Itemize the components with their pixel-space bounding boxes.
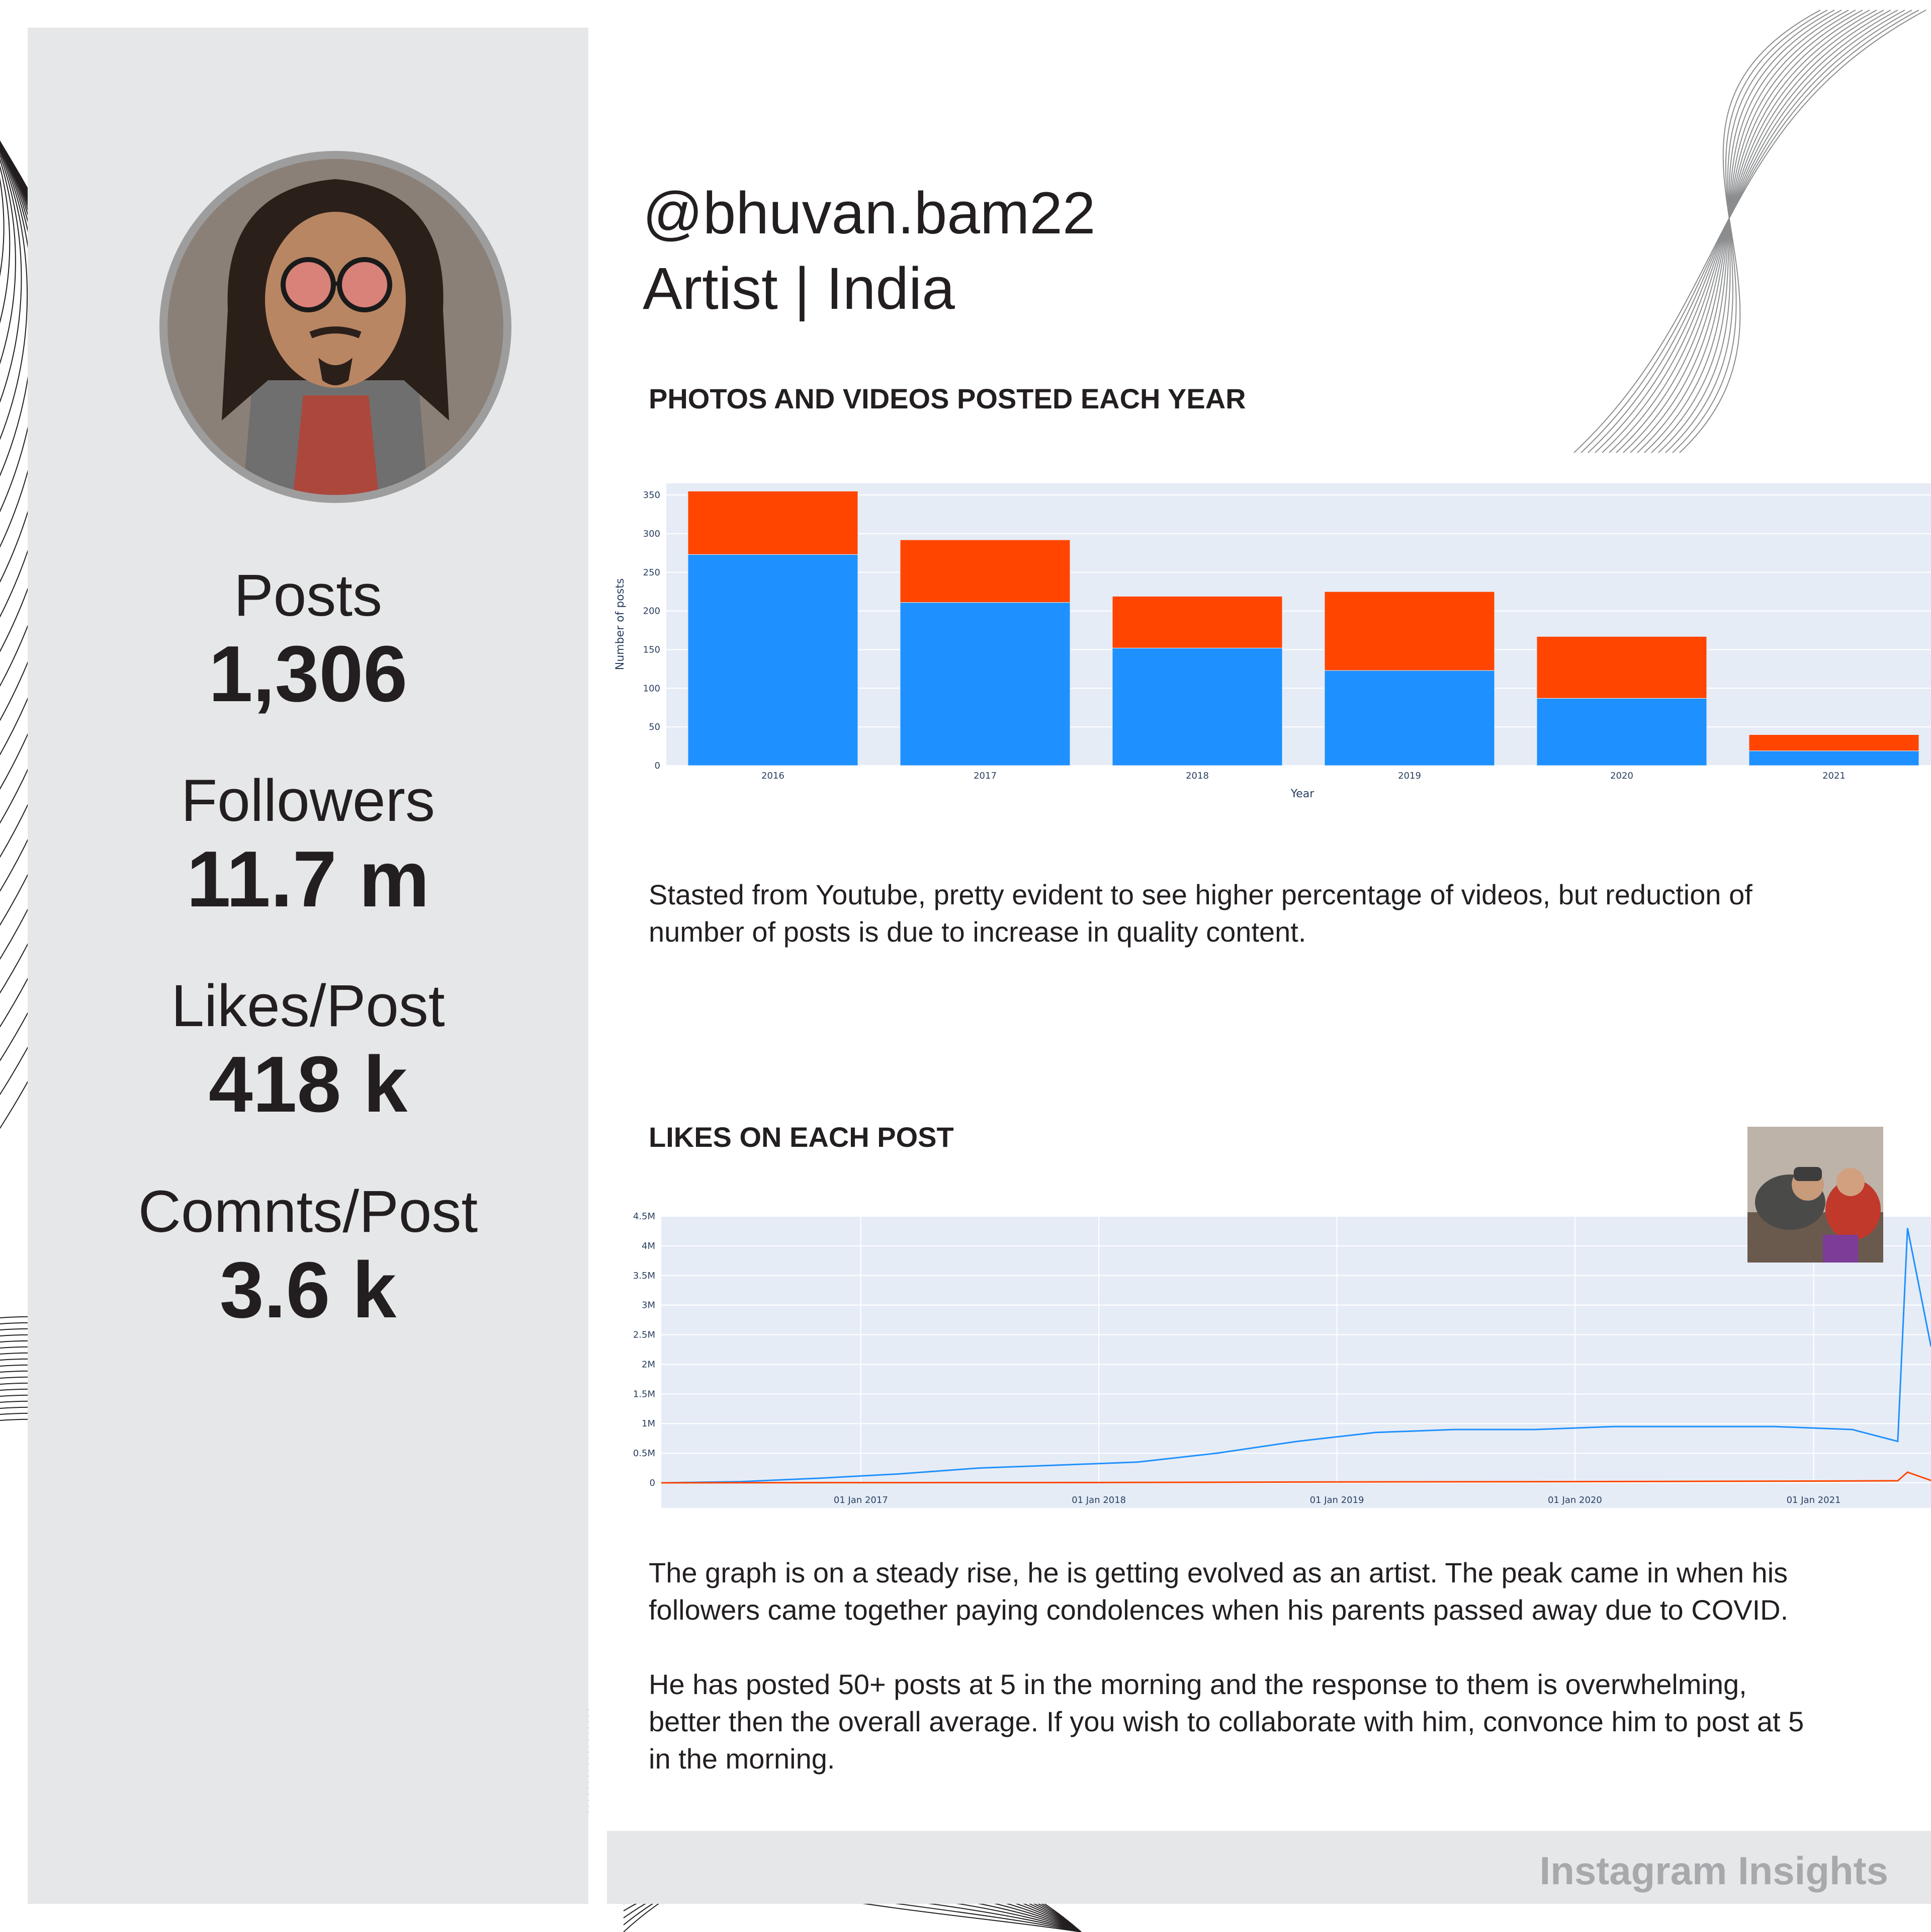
bar-segment [1324,591,1495,671]
x-tick-label: 01 Jan 2021 [1787,1495,1841,1505]
footer-bar: Instagram Insights [607,1831,1931,1904]
likes-chart-title: LIKES ON EACH POST [649,1121,954,1153]
profile-sidebar: Posts 1,306 Followers 11.7 m Likes/Post … [28,28,588,1904]
comments-line [661,1471,1931,1484]
y-tick-label: 350 [643,490,660,500]
y-tick-label: 0 [650,1478,655,1488]
bar-segment [687,554,858,766]
decor-curve [0,153,22,403]
decor-curve [1665,10,1835,453]
profile-handle: @bhuvan.bam22 [643,180,1096,246]
bar-segment [1324,670,1495,766]
y-tick-label: 250 [643,567,660,578]
y-tick-label: 1M [642,1418,655,1429]
photo-thumbnail [1747,1127,1883,1263]
stat-value: 11.7 m [186,835,430,923]
y-axis-title: Number of posts [614,578,627,670]
y-tick-label: 3.5M [633,1271,655,1281]
stat-value: 3.6 k [219,1246,397,1334]
likes-per-post-chart: 0 0.5M 1M 1.5M 2M 2.5M 3M 3.5M 4M 4.5M 01 Jan 201… [633,1211,1931,1508]
stat-value: 418 k [208,1040,408,1129]
decor-curve [1623,10,1877,453]
bar-segment [1748,734,1919,751]
decor-curve [1602,10,1898,453]
bar-segment [1536,698,1707,766]
posts-per-year-chart: 0 50 100 150 200 250 300 350 2016 2017 2018 2019 20… [614,483,1931,800]
stat-label: Posts [233,562,383,629]
y-tick-label: 0.5M [633,1448,655,1459]
decor-curve [1616,10,1884,453]
y-tick-label: 200 [643,606,660,617]
likes-description-2: He has posted 50+ posts at 5 in the morn… [649,1668,1804,1775]
y-tick-label: 0 [655,761,660,771]
decor-curve [0,158,16,365]
decor-curve [1595,10,1905,453]
decor-curve [1658,10,1842,453]
likes-line [661,1228,1931,1484]
avatar [159,151,511,503]
x-tick-label: 2021 [1822,771,1846,781]
profile-subtitle: Artist | India [643,256,955,322]
y-tick-label: 150 [643,644,660,655]
avatar-photo [167,159,503,495]
bar-segment [900,539,1071,603]
x-tick-label: 2016 [761,771,784,781]
x-tick-label: 01 Jan 2020 [1548,1495,1602,1505]
x-tick-label: 01 Jan 2019 [1310,1495,1364,1505]
x-tick-label: 01 Jan 2017 [834,1495,888,1505]
y-tick-label: 50 [649,722,660,732]
posts-description: Stasted from Youtube, pretty evident to … [649,879,1752,948]
decor-curve [1573,10,1926,453]
decor-curve [1651,10,1849,453]
y-tick-label: 300 [643,529,660,539]
y-tick-label: 100 [643,683,660,694]
bar-segment [1112,647,1283,766]
decor-curve [1672,10,1828,453]
decor-curve [1588,10,1912,453]
footer-label: Instagram Insights [1539,1849,1888,1893]
plot-background [666,483,1931,766]
y-tick-label: 2.5M [633,1330,655,1340]
decor-curve [1644,10,1856,453]
stat-label: Comnts/Post [138,1179,478,1245]
bar-segment [900,602,1071,766]
stat-value: 1,306 [208,630,408,718]
decor-curve [0,164,11,324]
decor-curve [0,150,28,440]
decor-curve [1637,10,1863,453]
bar-segment [687,490,858,555]
bar-segment [1112,596,1283,648]
y-tick-label: 4.5M [633,1211,655,1222]
x-tick-label: 2018 [1186,771,1209,781]
y-tick-label: 4M [642,1241,655,1251]
decor-curve [1609,10,1891,453]
decor-curve [1581,10,1919,453]
stat-likes-per-post: Likes/Post 418 k [28,976,588,1124]
likes-description-1: The graph is on a steady rise, he is get… [649,1557,1789,1626]
decor-curve [0,177,5,277]
x-axis-title: Year [1290,788,1315,800]
bar-segment [1748,750,1919,766]
stat-comments-per-post: Comnts/Post 3.6 k [28,1182,588,1330]
x-tick-label: 2017 [974,771,997,781]
x-tick-label: 01 Jan 2018 [1072,1495,1126,1505]
decor-curve [1630,10,1870,453]
stat-label: Followers [181,768,435,834]
y-tick-label: 2M [642,1359,655,1370]
posts-chart-title: PHOTOS AND VIDEOS POSTED EACH YEAR [649,383,1246,414]
decor-curve [1679,10,1821,453]
stat-label: Likes/Post [171,973,445,1039]
stat-posts: Posts 1,306 [28,566,588,714]
stat-followers: Followers 11.7 m [28,771,588,919]
bar-segment [1536,636,1707,699]
plot-background [661,1216,1931,1508]
y-tick-label: 1.5M [633,1389,655,1399]
x-tick-label: 2019 [1398,771,1421,781]
x-tick-label: 2020 [1610,771,1633,781]
y-tick-label: 3M [642,1300,655,1311]
